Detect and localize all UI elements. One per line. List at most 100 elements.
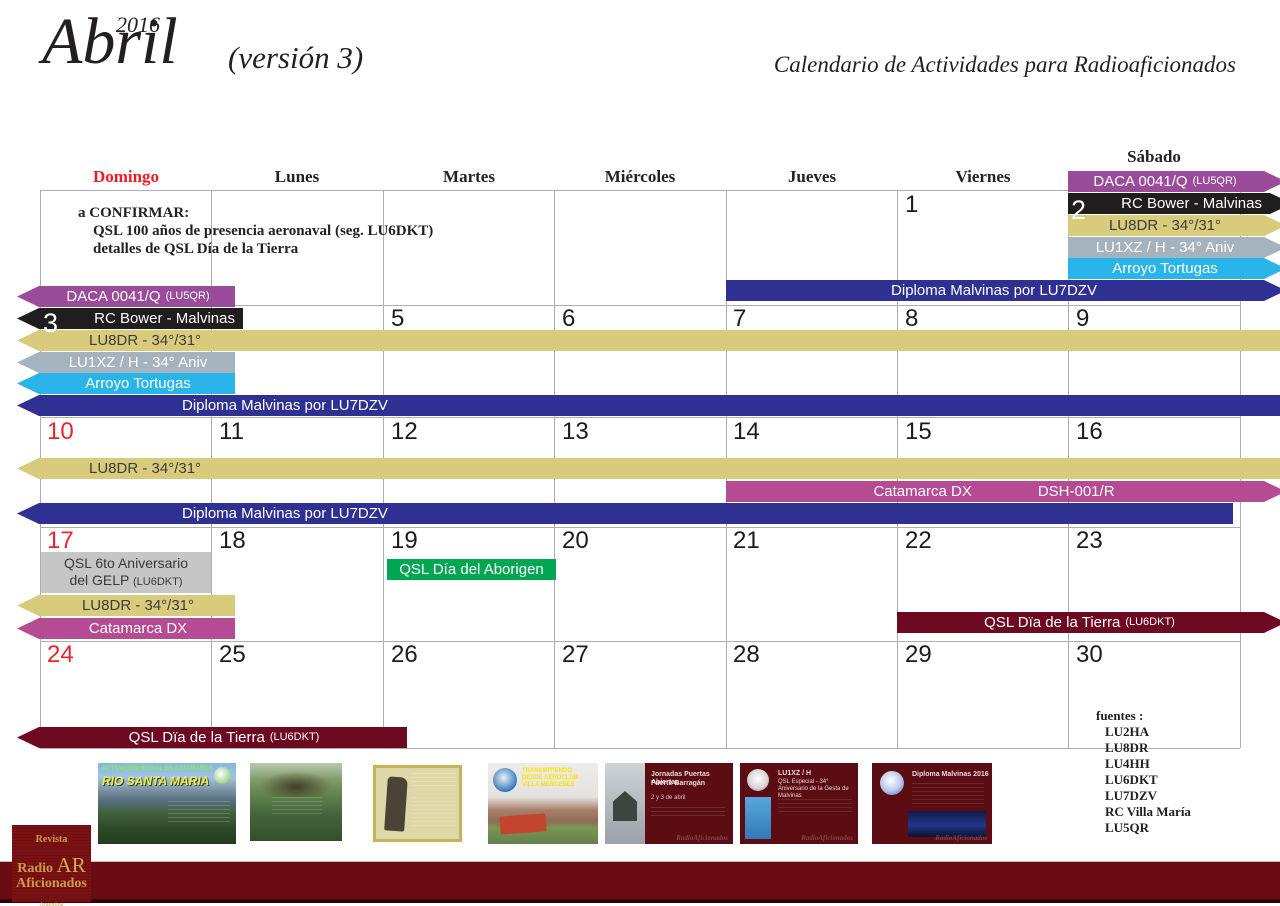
flyer-fuerte-barragan: Jornadas Puertas Abiertas Fuerte Barragá… — [605, 763, 733, 844]
event-label: Arroyo Tortugas — [1112, 260, 1218, 277]
flyer-aeroclub-villa-mercedes: TRANSMITIENDO DESDE AEROCLUB VILLA MERCE… — [488, 763, 598, 844]
event-banner-daca-week2: DACA 0041/Q (LU5QR) — [17, 286, 235, 307]
date-5: 5 — [391, 305, 405, 332]
event-label: Diploma Malvinas por LU7DZV — [182, 505, 388, 522]
date-23: 23 — [1076, 527, 1103, 554]
notes-line: QSL 100 años de presencia aeronaval (seg… — [93, 223, 434, 239]
event-banner-catamarca-dsh-week3: Catamarca DX DSH-001/R — [726, 481, 1280, 502]
event-suffix: (LU6DKT) — [269, 731, 320, 743]
event-banner-rc-bower-week2: RC Bower - Malvinas — [17, 308, 243, 329]
watermark: RadioAficionados — [801, 834, 853, 842]
qsl-card-image — [745, 797, 771, 839]
tent-shape — [613, 791, 637, 821]
flyer-fine-print — [411, 797, 457, 827]
source-item: LU4HH — [1105, 756, 1150, 771]
event-banner-lu1xz-week2: LU1XZ / H - 34° Aniv — [17, 352, 235, 373]
event-label: Catamarca DX — [873, 483, 972, 500]
date-1: 1 — [905, 191, 919, 218]
tree-shapes — [260, 771, 332, 797]
flyer-subtitle: Fuerte Barragán — [651, 780, 706, 787]
event-suffix: (LU5QR) — [165, 290, 210, 302]
weekday-jueves: Jueves — [787, 167, 837, 186]
flyer-fine-print — [168, 801, 230, 825]
date-6: 6 — [562, 305, 576, 332]
event-box-gelp: QSL 6to Aniversario del GELP (LU6DKT) — [41, 552, 211, 593]
footer-bar — [0, 862, 1280, 899]
event-label: del GELP (LU6DKT) — [69, 571, 183, 588]
event-banner-lu8dr-week3: LU8DR - 34°/31° — [17, 458, 1280, 479]
source-item: LU5QR — [1105, 820, 1150, 835]
event-banner-arroyo-week2: Arroyo Tortugas — [17, 373, 235, 394]
event-banner-rc-bower-week1: RC Bower - Malvinas — [1068, 193, 1280, 214]
sources-list: fuentes : LU2HA LU8DR LU4HH LU6DKT LU7DZ… — [1096, 708, 1191, 836]
title-version: (versión 3) — [228, 40, 364, 75]
event-label: QSL 6to Aniversario — [64, 554, 188, 571]
event-label: QSL Dïa de la Tierra — [128, 729, 265, 746]
flyer-paisaje-verde — [250, 763, 342, 841]
footer-divider — [0, 861, 1280, 862]
date-2: 2 — [1071, 195, 1087, 225]
date-21: 21 — [733, 527, 760, 554]
title-year: 2016 — [116, 12, 160, 37]
flyer-lu1xz-qsl: LU1XZ / H QSL Especial - 34° Aniversario… — [740, 763, 858, 844]
notes-title: a CONFIRMAR: — [78, 205, 190, 221]
event-label: Diploma Malvinas por LU7DZV — [182, 397, 388, 414]
event-banner-aborigen: QSL Día del Aborigen — [387, 559, 556, 580]
event-banner-catamarca-week4: Catamarca DX — [17, 618, 235, 639]
event-label-dsh: DSH-001/R — [1037, 483, 1115, 500]
watermark: RadioAficionados — [935, 834, 987, 842]
diploma-image — [908, 811, 986, 837]
event-banner-diploma-week1: Diploma Malvinas por LU7DZV — [726, 280, 1280, 301]
weekday-viernes: Viernes — [955, 167, 1011, 186]
event-banner-arroyo-week1: Arroyo Tortugas — [1068, 258, 1280, 279]
date-29: 29 — [905, 641, 932, 668]
flyer-fine-print — [411, 773, 457, 787]
date-22: 22 — [905, 527, 932, 554]
grid-line — [40, 305, 1240, 306]
event-label: DACA 0041/Q — [66, 288, 161, 305]
notes-a-confirmar: a CONFIRMAR: QSL 100 años de presencia a… — [78, 204, 433, 258]
source-item: RC Villa María — [1105, 804, 1191, 819]
event-label: LU8DR - 34°/31° — [81, 597, 195, 614]
weekday-domingo: Domingo — [92, 167, 160, 186]
flyer-fine-print — [778, 799, 852, 815]
event-banner-diploma-week2: Diploma Malvinas por LU7DZV — [17, 395, 1280, 416]
date-12: 12 — [391, 418, 418, 445]
flyer-rio-santa-maria: ACTIVACIÓN RADIAL EN CATAMARCA RIO SANTA… — [98, 763, 236, 844]
source-item: LU8DR — [1105, 740, 1149, 755]
logo-line-argentina: Argentina — [39, 902, 64, 906]
flyer-fine-print — [912, 783, 984, 805]
date-16: 16 — [1076, 418, 1103, 445]
date-27: 27 — [562, 641, 589, 668]
flyer-subtitle: QSL Especial - 34° Aniversario de la Ges… — [778, 779, 849, 799]
weekday-lunes: Lunes — [274, 167, 320, 186]
notes-line: detalles de QSL Día de la Tierra — [93, 241, 299, 257]
date-7: 7 — [733, 305, 747, 332]
date-8: 8 — [905, 305, 919, 332]
fort-photo — [605, 763, 645, 844]
logo-line-revista: Revista — [35, 834, 68, 845]
date-14: 14 — [733, 418, 760, 445]
date-11: 11 — [219, 418, 244, 445]
event-label: QSL Dïa de la Tierra — [984, 614, 1121, 631]
flyer-title: TRANSMITIENDO DESDE AEROCLUB VILLA MERCE… — [522, 768, 579, 788]
event-label: Diploma Malvinas por LU7DZV — [891, 282, 1097, 299]
club-seal-icon — [747, 769, 769, 791]
small-plane — [499, 813, 547, 835]
event-label: RC Bower - Malvinas — [1121, 195, 1262, 212]
event-banner-lu8dr-week1: LU8DR - 34°/31° — [1068, 215, 1280, 236]
grid-line — [40, 417, 1240, 418]
date-28: 28 — [733, 641, 760, 668]
event-label: LU8DR - 34°/31° — [89, 460, 202, 477]
aeroclub-logo-icon — [493, 768, 517, 792]
weekday-miercoles: Miércoles — [604, 167, 676, 186]
date-13: 13 — [562, 418, 589, 445]
title-month: Abril — [42, 5, 178, 78]
event-label: LU1XZ / H - 34° Aniv — [1095, 239, 1235, 256]
event-banner-lu1xz-week1: LU1XZ / H - 34° Aniv — [1068, 237, 1280, 258]
event-label: LU8DR - 34°/31° — [89, 332, 202, 349]
event-label: DACA 0041/Q — [1093, 173, 1188, 190]
event-suffix: (LU6DKT) — [1125, 616, 1175, 628]
date-26: 26 — [391, 641, 418, 668]
